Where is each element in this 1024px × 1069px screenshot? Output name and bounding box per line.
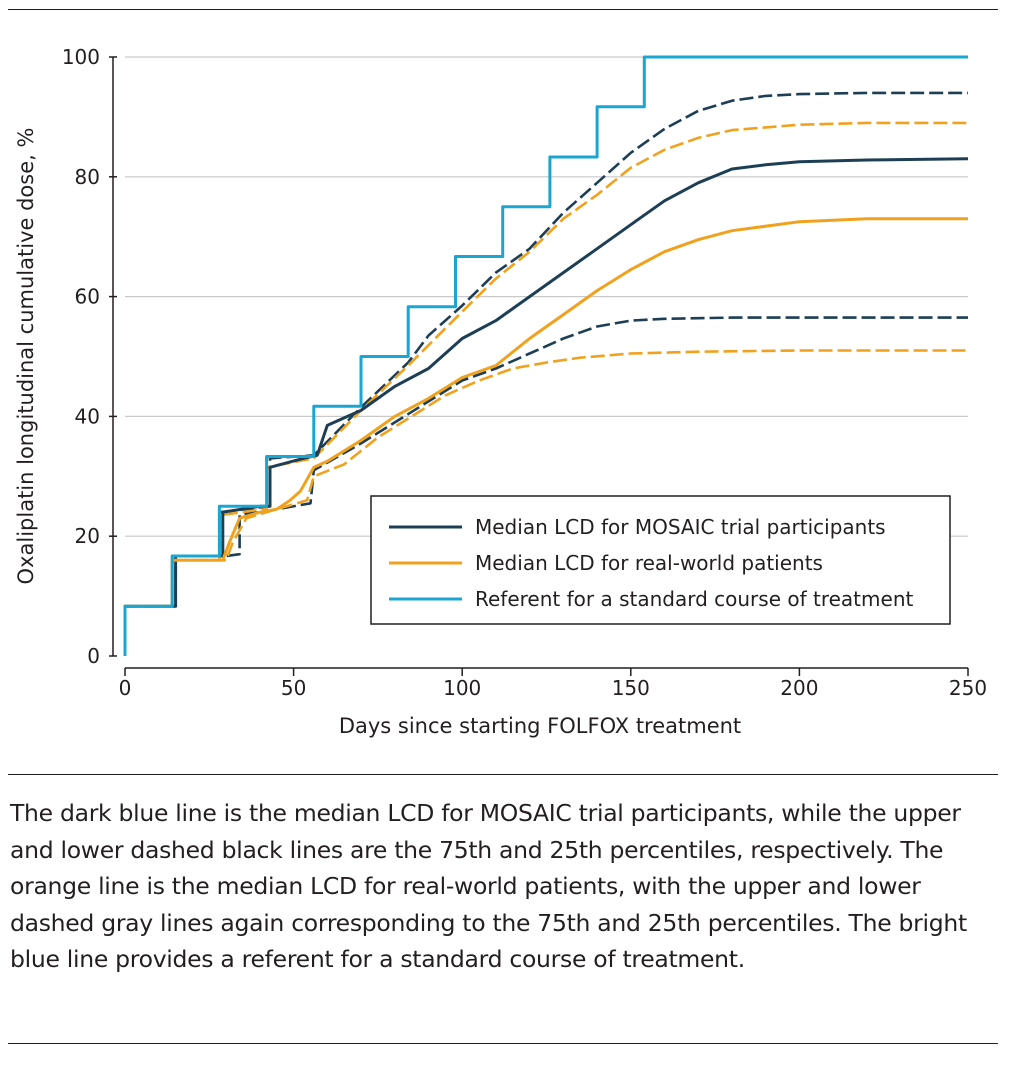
- series-line-real_world-p75: [125, 121, 968, 608]
- x-tick-label: 250: [949, 676, 987, 700]
- x-tick-label: 50: [281, 676, 306, 700]
- legend-label: Median LCD for real-world patients: [475, 551, 823, 575]
- legend-label: Median LCD for MOSAIC trial participants: [475, 515, 886, 539]
- chart: 0 20 40 60 80 100 0 50 100 150 200 250 Median LCD f…: [14, 45, 987, 738]
- y-tick-label: 0: [87, 644, 100, 668]
- legend: Median LCD for MOSAIC trial participants…: [370, 495, 951, 625]
- series-line-mosaic-median: [123, 157, 969, 656]
- top-rule: [8, 9, 998, 10]
- gridlines: [125, 56, 968, 537]
- x-axis-label: Days since starting FOLFOX treatment: [339, 714, 741, 738]
- legend-box: [370, 495, 951, 625]
- series-line-referent-referent: [123, 55, 968, 656]
- caption-top-rule: [8, 774, 998, 775]
- x-tick-label: 150: [612, 676, 650, 700]
- bottom-rule: [8, 1043, 998, 1044]
- series-line-real_world-median: [123, 217, 968, 656]
- y-tick-label: 40: [75, 404, 100, 428]
- series-line-mosaic-p25: [125, 316, 968, 608]
- y-tick-label: 100: [62, 45, 100, 69]
- series-layer: [123, 55, 969, 656]
- y-tick-label: 60: [75, 285, 100, 309]
- legend-label: Referent for a standard course of treatm…: [475, 587, 913, 611]
- y-tick-label: 20: [75, 524, 100, 548]
- series-line-real_world-p25: [125, 349, 968, 608]
- y-axis-label: Oxaliplatin longitudinal cumulative dose…: [14, 128, 38, 585]
- x-tick-label: 0: [119, 676, 132, 700]
- x-tick-label: 200: [780, 676, 818, 700]
- figure-caption: The dark blue line is the median LCD for…: [10, 799, 967, 973]
- axes: 0 20 40 60 80 100 0 50 100 150 200 250: [62, 45, 987, 700]
- y-tick-label: 80: [75, 165, 100, 189]
- x-tick-label: 100: [443, 676, 481, 700]
